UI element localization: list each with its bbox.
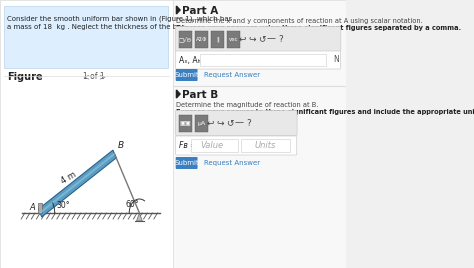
- Bar: [210, 31, 224, 48]
- Text: Request Answer: Request Answer: [204, 160, 260, 166]
- Bar: [201, 54, 326, 66]
- Text: ↩: ↩: [239, 35, 246, 43]
- Text: ‖: ‖: [216, 37, 219, 42]
- FancyBboxPatch shape: [175, 110, 297, 136]
- Text: ↩: ↩: [207, 118, 214, 128]
- Text: μA: μA: [197, 121, 205, 126]
- Text: <: <: [82, 72, 90, 81]
- FancyBboxPatch shape: [176, 136, 297, 155]
- Text: □√Θ: □√Θ: [179, 36, 191, 42]
- FancyBboxPatch shape: [176, 157, 198, 169]
- Text: —: —: [267, 35, 276, 43]
- Text: Submit: Submit: [174, 160, 199, 166]
- Text: 1 of 1: 1 of 1: [82, 72, 104, 81]
- FancyBboxPatch shape: [176, 51, 340, 69]
- Text: Part A: Part A: [182, 6, 219, 16]
- Bar: [173, 0, 346, 268]
- Text: Express your answer to three significant figures and include the appropriate uni: Express your answer to three significant…: [176, 109, 474, 115]
- Text: 30°: 30°: [56, 201, 70, 210]
- Text: Figure: Figure: [7, 72, 43, 82]
- Bar: [0, 0, 173, 268]
- Text: Aₓ, Aₕ =: Aₓ, Aₕ =: [179, 55, 209, 65]
- Polygon shape: [40, 153, 115, 214]
- Text: AΣΦ: AΣΦ: [195, 37, 207, 42]
- Text: Value: Value: [201, 142, 224, 151]
- Text: Consider the smooth uniform bar shown in (Figure 1), which has: Consider the smooth uniform bar shown in…: [7, 15, 233, 21]
- Text: Submit: Submit: [174, 72, 199, 78]
- Polygon shape: [176, 90, 180, 98]
- Text: 4 m: 4 m: [59, 170, 78, 185]
- Text: vec: vec: [228, 37, 238, 42]
- Bar: [227, 31, 240, 48]
- Polygon shape: [137, 213, 142, 221]
- Text: Units: Units: [255, 142, 276, 151]
- FancyBboxPatch shape: [176, 69, 198, 81]
- Text: ↪: ↪: [217, 118, 224, 128]
- Text: ▣▣: ▣▣: [179, 121, 191, 126]
- Text: a mass of 18  kg . Neglect the thickness of the bar.: a mass of 18 kg . Neglect the thickness …: [7, 24, 186, 30]
- Bar: [191, 139, 238, 152]
- Bar: [179, 115, 191, 132]
- Text: Express your answers using three significant figures separated by a comma.: Express your answers using three signifi…: [176, 25, 462, 31]
- Text: Fʙ =: Fʙ =: [179, 142, 196, 151]
- Text: B: B: [118, 141, 124, 150]
- Text: Part B: Part B: [182, 90, 219, 100]
- Text: ↪: ↪: [248, 35, 256, 43]
- Text: ↺: ↺: [258, 35, 265, 43]
- Text: >: >: [99, 72, 106, 81]
- Text: 60°: 60°: [126, 200, 139, 209]
- Text: —: —: [235, 118, 244, 128]
- Text: Request Answer: Request Answer: [204, 72, 260, 78]
- Bar: [179, 31, 191, 48]
- Text: A: A: [30, 203, 36, 213]
- Bar: [195, 31, 208, 48]
- FancyBboxPatch shape: [175, 27, 341, 51]
- Polygon shape: [176, 6, 180, 14]
- Text: ?: ?: [246, 118, 251, 128]
- Text: Determine the x and y components of reaction at A using scalar notation.: Determine the x and y components of reac…: [176, 18, 423, 24]
- Text: ↺: ↺: [226, 118, 233, 128]
- Bar: [38, 203, 42, 213]
- Text: N: N: [333, 55, 339, 65]
- Polygon shape: [38, 150, 116, 217]
- Bar: [241, 139, 290, 152]
- Bar: [195, 115, 208, 132]
- Text: ?: ?: [278, 35, 283, 43]
- Bar: [4, 6, 168, 68]
- Text: Determine the magnitude of reaction at B.: Determine the magnitude of reaction at B…: [176, 102, 319, 108]
